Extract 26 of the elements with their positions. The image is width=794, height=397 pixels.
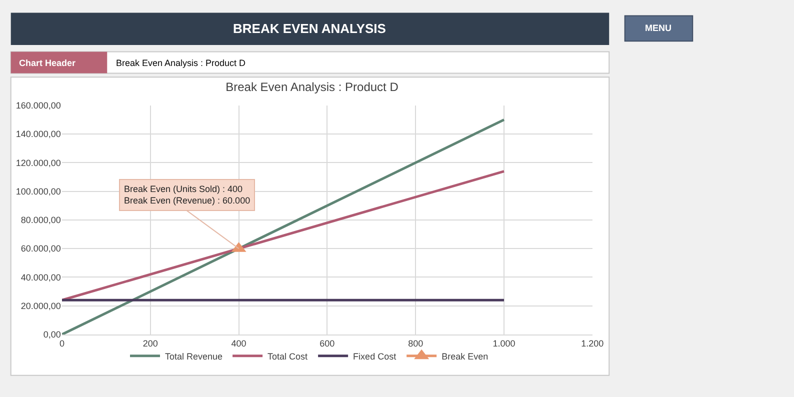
chart-title: Break Even Analysis : Product D	[226, 80, 399, 94]
y-tick-label: 120.000,00	[16, 158, 61, 168]
y-tick-label: 20.000,00	[20, 301, 61, 312]
legend-label: Total Revenue	[165, 351, 223, 362]
legend-label: Total Cost	[268, 351, 308, 362]
x-tick-label: 800	[408, 338, 424, 348]
y-tick-label: 80.000,00	[20, 215, 61, 226]
text: MENU	[645, 23, 672, 33]
annotation: Break Even (Units Sold) : 400 Break Even (Revenue) : 60.000	[124, 184, 250, 206]
text: Break Even Analysis : Product D	[116, 58, 246, 68]
y-tick-label: 60.000,00	[20, 244, 61, 254]
x-tick-label: 400	[231, 338, 246, 348]
x-tick-label: 600	[320, 338, 335, 348]
y-tick-label: 100.000,00	[16, 186, 61, 196]
x-tick-label: 200	[142, 338, 158, 348]
text: Chart Header	[19, 58, 76, 68]
x-tick-label: 1.200	[581, 338, 604, 348]
y-tick-label: 0,00	[43, 330, 61, 340]
y-tick-label: 160.000,00	[16, 100, 61, 111]
legend-label: Fixed Cost	[353, 351, 397, 362]
x-tick-label: 1.000	[492, 338, 516, 348]
x-tick-label: 0	[59, 338, 64, 348]
y-tick-label: 140.000,00	[16, 129, 61, 140]
legend-label: Break Even	[442, 351, 488, 362]
y-tick-label: 40.000,00	[20, 272, 61, 282]
text: BREAK EVEN ANALYSIS	[233, 21, 386, 36]
